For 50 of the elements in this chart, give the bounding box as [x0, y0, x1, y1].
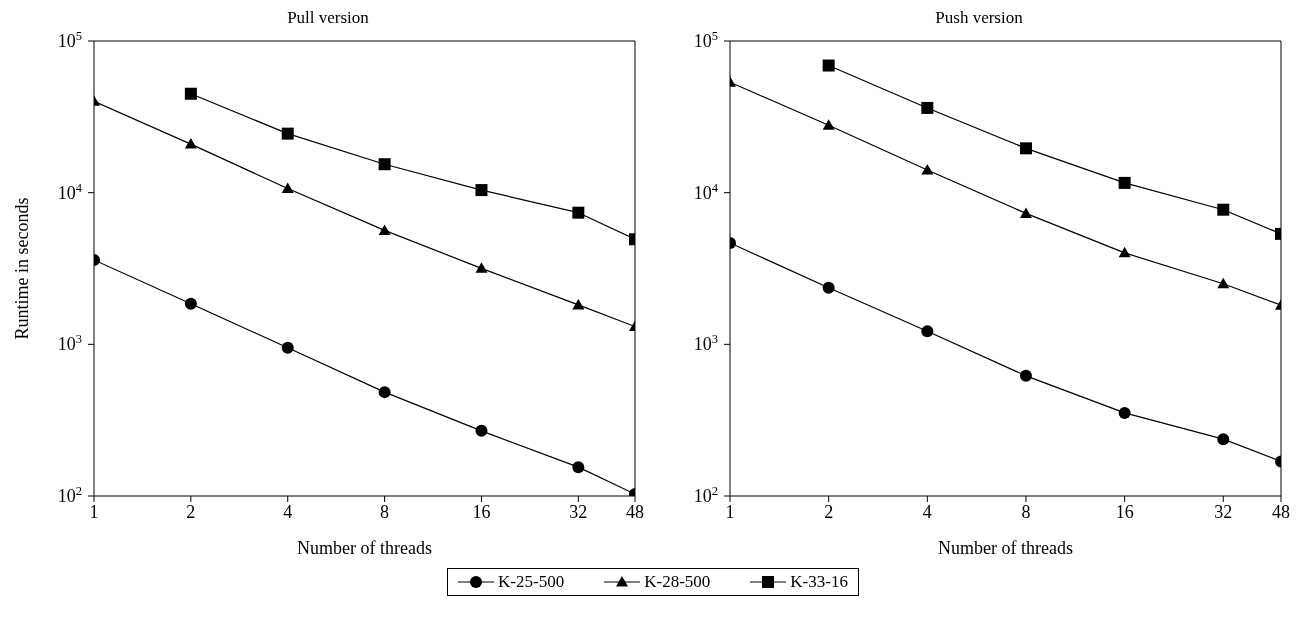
- x-tick-label: 2: [824, 502, 834, 522]
- y-tick-label: 10$^{5}$: [57, 29, 82, 51]
- point: [1217, 433, 1230, 446]
- point: [822, 281, 835, 294]
- x-tick-label: 16: [1115, 502, 1134, 522]
- y-tick-label: 10$^{2}$: [57, 484, 82, 506]
- point: [1118, 246, 1131, 258]
- x-tick-label: 48: [626, 502, 644, 522]
- x-tick-label: 2: [186, 502, 196, 522]
- point: [184, 138, 197, 149]
- point: [1217, 277, 1230, 289]
- y-tick-label: 10$^{4}$: [693, 180, 719, 203]
- x-tick-label: 32: [1214, 502, 1233, 522]
- y-tick-label: 10$^{3}$: [693, 332, 718, 355]
- point: [1019, 207, 1032, 218]
- y-tick-label: 10$^{5}$: [693, 29, 718, 51]
- x-tick-label: 8: [380, 502, 390, 522]
- point: [572, 461, 585, 474]
- x-axis-title: Number of threads: [938, 538, 1073, 558]
- legend-label: K-25-500: [498, 572, 565, 592]
- x-axis-title: Number of threads: [297, 538, 432, 558]
- x-tick-label: 1: [725, 502, 735, 522]
- point: [921, 325, 934, 338]
- chart-title: Push version: [935, 8, 1023, 27]
- legend-label: K-28-500: [644, 572, 711, 592]
- point: [281, 341, 294, 354]
- y-tick-label: 10$^{3}$: [57, 332, 82, 355]
- x-tick-label: 48: [1272, 502, 1290, 522]
- x-tick-label: 4: [283, 502, 293, 522]
- x-tick-label: 16: [472, 502, 491, 522]
- y-tick-label: 10$^{4}$: [57, 180, 83, 203]
- point: [822, 119, 835, 130]
- x-tick-label: 1: [89, 502, 99, 522]
- point: [281, 182, 294, 194]
- point: [1019, 369, 1032, 382]
- y-tick-label: 10$^{2}$: [693, 484, 718, 506]
- x-tick-label: 4: [922, 502, 932, 522]
- point: [184, 297, 197, 310]
- x-tick-label: 32: [569, 502, 588, 522]
- legend-label: K-33-16: [790, 572, 848, 592]
- x-tick-label: 8: [1021, 502, 1031, 522]
- point: [572, 298, 585, 310]
- point: [378, 386, 391, 399]
- point: [475, 424, 488, 437]
- point: [378, 224, 391, 235]
- point: [921, 164, 934, 175]
- y-axis-title: Runtime in seconds: [12, 197, 33, 340]
- chart-title: Pull version: [287, 8, 369, 27]
- point: [1118, 406, 1131, 419]
- point: [475, 262, 488, 273]
